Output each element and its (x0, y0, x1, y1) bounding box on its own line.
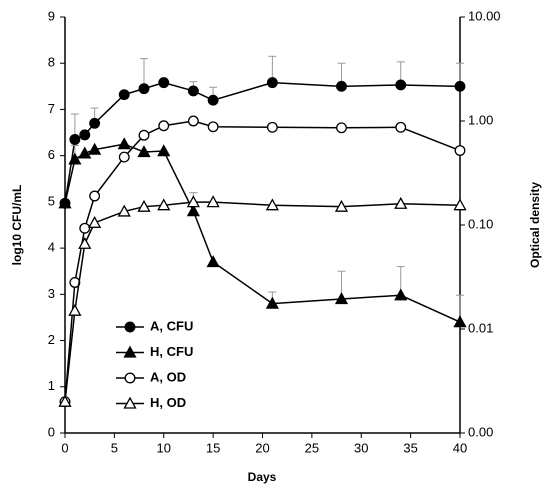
data-point (206, 195, 220, 208)
y-tick-label: 7 (48, 101, 55, 116)
x-tick-label: 40 (453, 440, 467, 455)
data-point (137, 145, 151, 158)
data-point (266, 77, 278, 89)
y-tick-label: 2 (48, 332, 55, 347)
x-axis-label: Days (248, 470, 277, 484)
data-point (68, 152, 82, 165)
data-point (394, 288, 408, 301)
x-tick-label: 20 (255, 440, 269, 455)
series-line (64, 120, 461, 402)
legend-marker (124, 372, 136, 384)
data-point (69, 134, 81, 145)
x-tick-label: 0 (61, 440, 68, 455)
data-point (334, 199, 349, 212)
legend-marker (123, 396, 137, 409)
data-point (334, 292, 349, 305)
data-point (118, 151, 130, 163)
y2-tick-label: 0.10 (468, 216, 493, 231)
data-point (58, 196, 72, 209)
y-tick-label: 0 (48, 424, 55, 439)
y-tick-label: 6 (48, 147, 55, 162)
data-point (157, 144, 171, 157)
data-point (158, 77, 170, 89)
legend-label: A, CFU (150, 318, 193, 333)
data-point (157, 198, 171, 211)
data-point (158, 120, 170, 132)
y2-tick-label: 0.00 (468, 424, 493, 439)
data-point (138, 129, 150, 141)
y-tick-label: 9 (48, 8, 55, 23)
y-tick-label: 5 (48, 193, 55, 208)
data-point (89, 190, 101, 202)
data-point (395, 79, 407, 91)
data-point (138, 83, 150, 95)
data-point (453, 198, 467, 211)
legend-label: H, CFU (150, 344, 193, 359)
legend-marker (123, 345, 137, 358)
data-point (89, 117, 101, 129)
legend-label: H, OD (150, 395, 186, 410)
data-point (336, 80, 347, 92)
data-point (88, 215, 102, 228)
y2-tick-label: 10.00 (468, 8, 501, 23)
data-point (78, 146, 92, 159)
data-point (454, 145, 466, 156)
data-point (88, 142, 102, 155)
x-tick-label: 5 (111, 440, 118, 455)
data-point (394, 196, 408, 209)
data-point (454, 80, 466, 92)
y-tick-label: 4 (48, 240, 55, 255)
y2-tick-label: 0.01 (468, 320, 493, 335)
data-point (265, 296, 279, 309)
data-point (187, 85, 199, 97)
data-point (336, 122, 347, 134)
x-tick-label: 10 (157, 440, 171, 455)
x-tick-label: 30 (354, 440, 368, 455)
data-point (266, 121, 278, 133)
data-point (206, 255, 220, 268)
data-point (68, 303, 82, 316)
series-line (64, 201, 461, 402)
data-point (79, 222, 91, 234)
y2-axis-label: Optical density (528, 182, 542, 268)
data-point (118, 89, 130, 101)
x-tick-label: 15 (206, 440, 220, 455)
y-tick-label: 1 (48, 378, 55, 393)
data-point (453, 315, 467, 328)
x-tick-label: 25 (305, 440, 319, 455)
data-point (207, 121, 219, 133)
y-tick-label: 8 (48, 55, 55, 70)
y2-tick-label: 1.00 (468, 112, 493, 127)
legend-marker (124, 321, 136, 333)
data-point (207, 94, 219, 106)
data-point (117, 137, 131, 150)
data-point (79, 129, 91, 141)
y-tick-label: 3 (48, 286, 55, 301)
data-point (58, 394, 72, 407)
y-axis-label: log10 CFU/mL (10, 185, 24, 266)
data-point (186, 204, 200, 217)
data-point (117, 204, 131, 217)
data-point (265, 198, 279, 211)
data-point (395, 121, 407, 133)
data-point (187, 115, 199, 127)
data-point (186, 195, 200, 208)
legend-label: A, OD (150, 369, 186, 384)
data-point (78, 236, 92, 249)
x-tick-label: 35 (403, 440, 417, 455)
data-point (137, 199, 151, 212)
